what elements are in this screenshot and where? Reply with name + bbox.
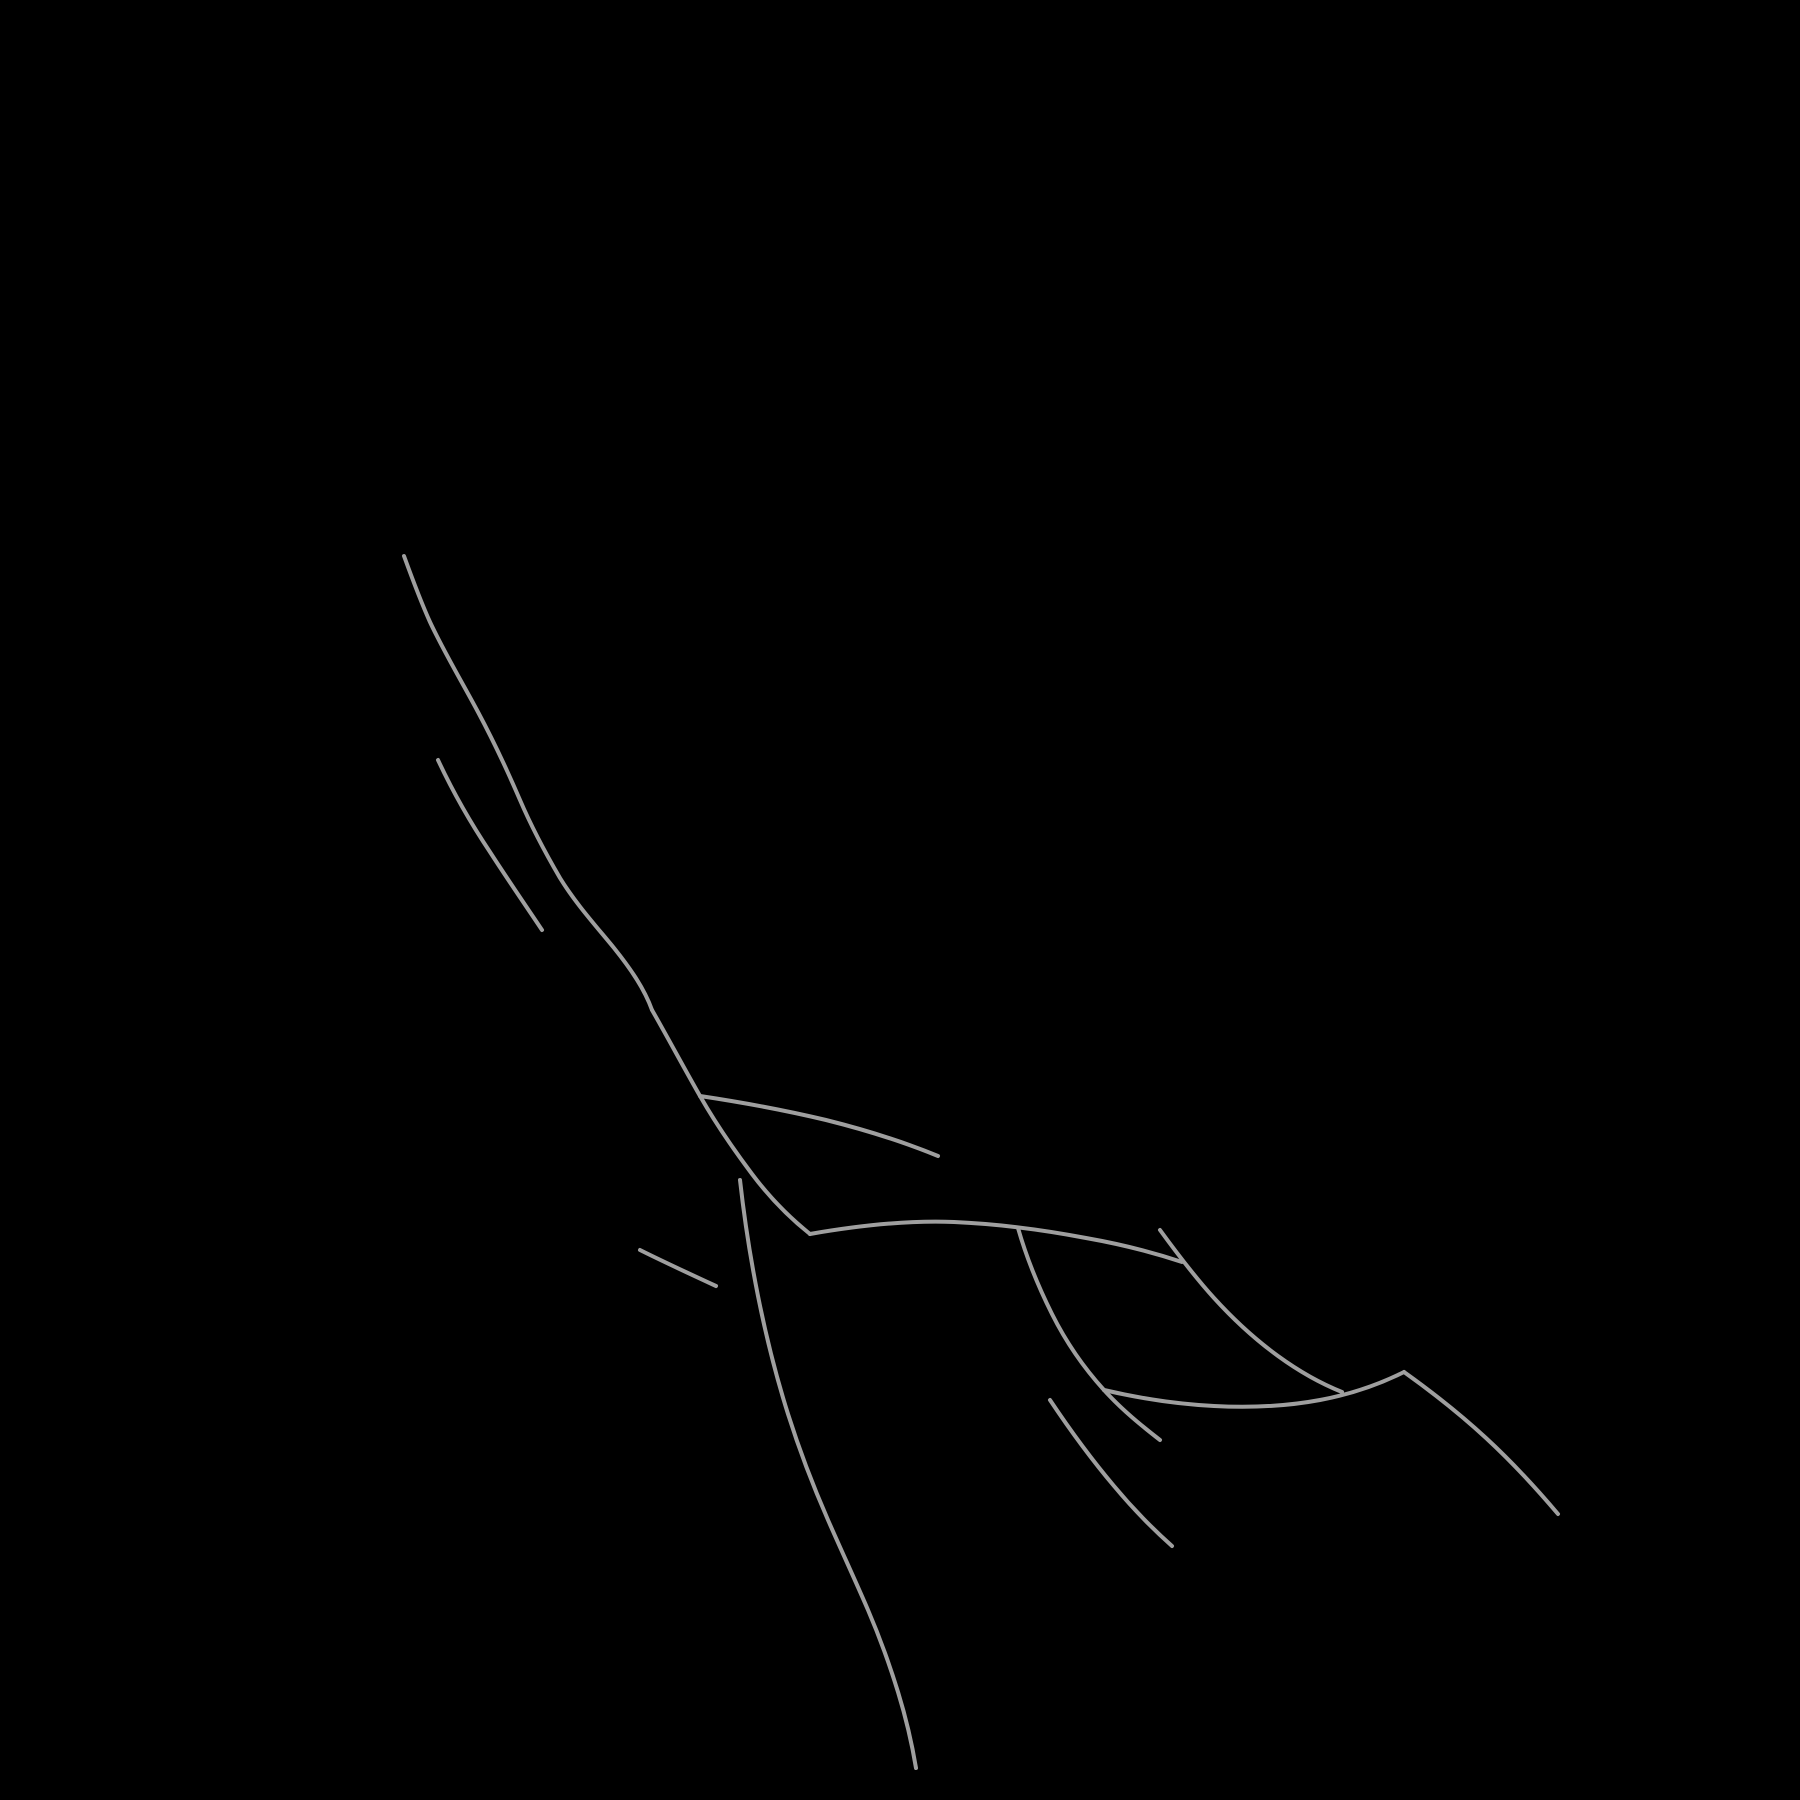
satellite-image-viewport: Brightness Temperature (°C)	[0, 0, 1800, 1800]
satellite-imagery-raster	[0, 0, 1800, 1800]
